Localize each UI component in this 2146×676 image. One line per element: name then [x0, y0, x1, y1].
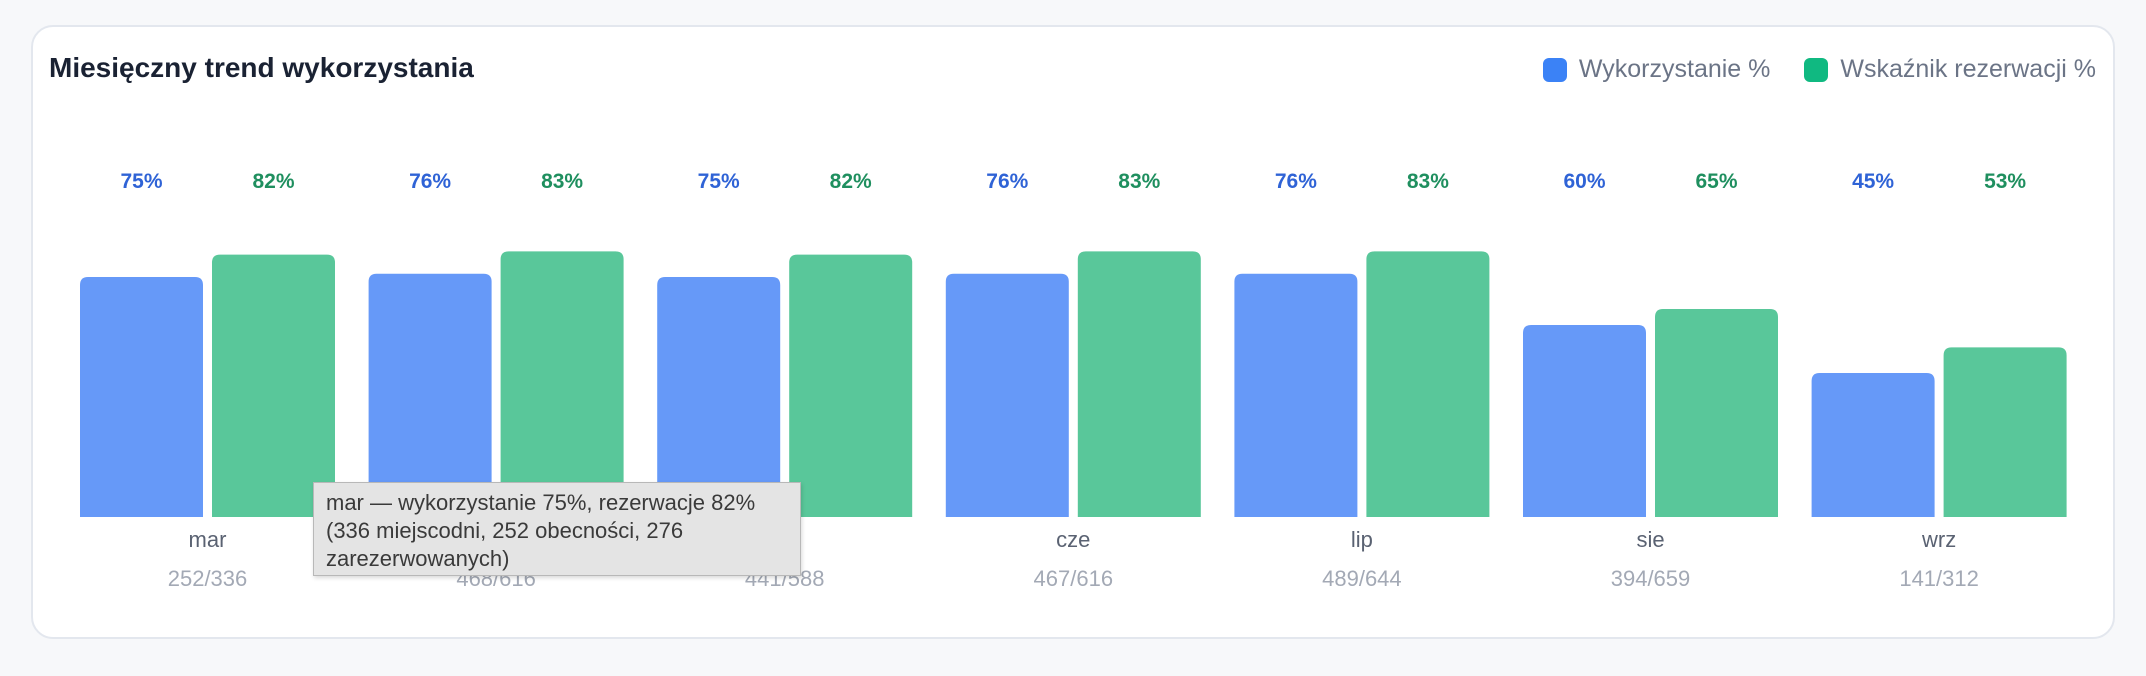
tooltip-line-3: zarezerwowanych) [326, 546, 510, 571]
sublabel-cze: 467/616 [1034, 566, 1114, 590]
category-label-wrz: wrz [1921, 527, 1956, 552]
bar-utilization-maj[interactable] [657, 277, 781, 517]
bar-booking-rate-mar[interactable] [212, 254, 335, 517]
value-label-booking-rate-cze: 83% [1118, 170, 1160, 193]
legend-item-booking-rate[interactable]: Wskaźnik rezerwacji % [1804, 55, 2096, 84]
value-label-booking-rate-kwi: 83% [541, 170, 583, 193]
bar-booking-rate-maj[interactable] [789, 254, 913, 517]
value-label-utilization-kwi: 76% [409, 170, 451, 193]
category-label-cze: cze [1056, 527, 1090, 552]
category-label-mar: mar [189, 527, 227, 552]
chart-legend: Wykorzystanie % Wskaźnik rezerwacji % [1542, 55, 2096, 84]
chart-title: Miesięczny trend wykorzystania [49, 52, 474, 83]
legend-label-booking-rate: Wskaźnik rezerwacji % [1840, 55, 2096, 83]
bar-booking-rate-cze[interactable] [1077, 251, 1201, 517]
tooltip-line-1: mar — wykorzystanie 75%, rezerwacje 82% [326, 490, 756, 515]
legend-swatch-utilization [1542, 57, 1567, 82]
bar-booking-rate-sie[interactable] [1655, 309, 1778, 517]
bar-utilization-wrz[interactable] [1811, 373, 1935, 517]
category-label-lip: lip [1351, 527, 1373, 552]
value-label-utilization-mar: 75% [120, 170, 162, 193]
bar-booking-rate-lip[interactable] [1366, 251, 1490, 517]
value-label-utilization-lip: 76% [1275, 170, 1317, 193]
value-label-utilization-maj: 75% [698, 170, 740, 193]
bar-utilization-sie[interactable] [1523, 325, 1646, 517]
category-label-sie: sie [1636, 527, 1664, 552]
value-label-utilization-wrz: 45% [1852, 170, 1894, 193]
bar-booking-rate-wrz[interactable] [1943, 347, 2067, 517]
value-label-booking-rate-sie: 65% [1695, 170, 1737, 193]
sublabel-sie: 394/659 [1611, 566, 1691, 590]
bar-booking-rate-kwi[interactable] [500, 251, 624, 517]
legend-swatch-booking-rate [1804, 57, 1829, 82]
legend-label-utilization: Wykorzystanie % [1578, 55, 1771, 83]
value-label-booking-rate-wrz: 53% [1984, 170, 2026, 193]
sublabel-wrz: 141/312 [1899, 566, 1979, 590]
bar-utilization-mar[interactable] [80, 277, 203, 517]
bar-utilization-cze[interactable] [945, 273, 1069, 517]
bar-utilization-kwi[interactable] [368, 273, 492, 517]
sublabel-mar: 252/336 [168, 566, 248, 590]
legend-item-utilization[interactable]: Wykorzystanie % [1542, 55, 1771, 84]
chart-tooltip: mar — wykorzystanie 75%, rezerwacje 82% … [313, 482, 801, 576]
value-label-booking-rate-lip: 83% [1407, 170, 1449, 193]
sublabel-lip: 489/644 [1322, 566, 1402, 590]
value-label-booking-rate-maj: 82% [830, 170, 872, 193]
value-label-utilization-sie: 60% [1563, 170, 1605, 193]
tooltip-line-2: (336 miejscodni, 252 obecności, 276 [326, 518, 684, 543]
bar-utilization-lip[interactable] [1234, 273, 1358, 517]
value-label-utilization-cze: 76% [986, 170, 1028, 193]
value-label-booking-rate-mar: 82% [252, 170, 294, 193]
